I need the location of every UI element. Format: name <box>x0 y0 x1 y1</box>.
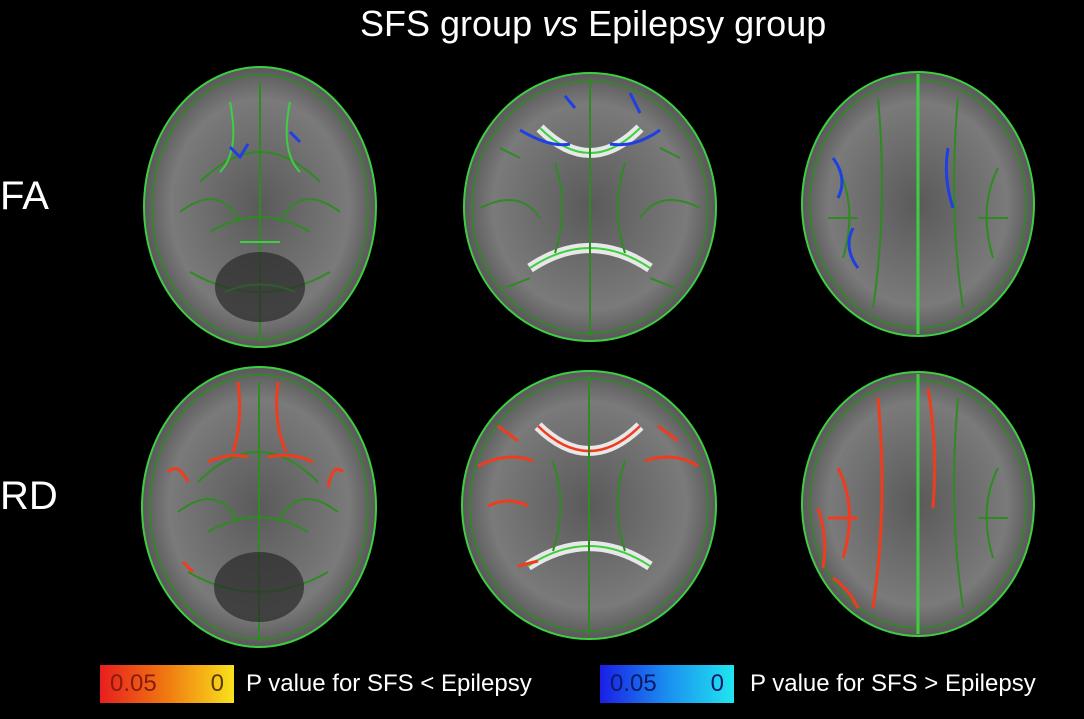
legend-red-colorbar: 0.05 0 <box>100 665 234 703</box>
brain-slice-fa-superior <box>801 71 1035 337</box>
legend-blue-min: 0.05 <box>610 670 657 697</box>
brain-slice-rd-inferior <box>141 366 377 648</box>
brain-slice-rd-superior <box>801 371 1035 637</box>
brain-slice-fa-middle <box>463 72 717 342</box>
title-vs: vs <box>542 3 579 44</box>
row-label-rd: RD <box>0 474 58 518</box>
brain-slice-rd-middle <box>461 370 717 640</box>
legend-blue-label: P value for SFS > Epilepsy <box>750 670 1036 697</box>
brain-slice-fa-inferior <box>143 66 377 348</box>
legend-blue-colorbar: 0.05 0 <box>600 665 734 703</box>
legend-red-label: P value for SFS < Epilepsy <box>246 670 532 697</box>
title-part-1: SFS group <box>360 3 543 44</box>
row-label-fa: FA <box>0 174 49 218</box>
figure-title: SFS group vs Epilepsy group <box>360 2 826 46</box>
legend-blue-max: 0 <box>710 670 724 697</box>
legend-red-max: 0 <box>210 670 224 697</box>
title-part-3: Epilepsy group <box>578 3 827 44</box>
legend-red-min: 0.05 <box>110 670 157 697</box>
